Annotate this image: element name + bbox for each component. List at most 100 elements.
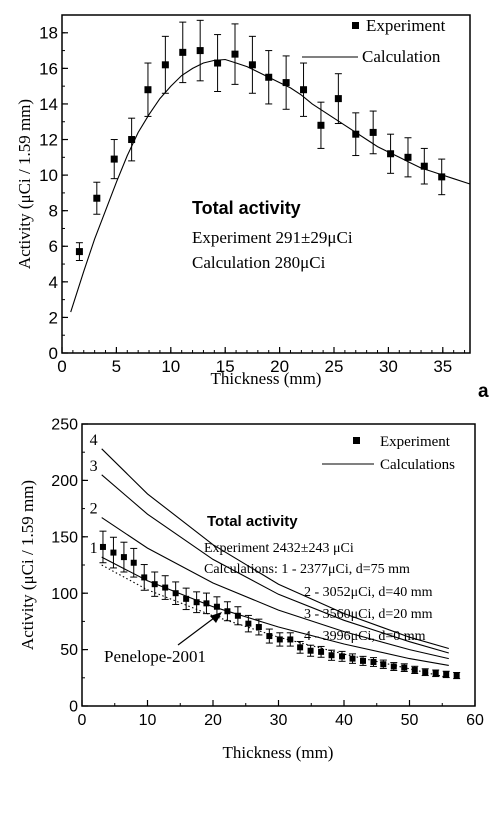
calculation-curve-a	[70, 58, 471, 313]
data-point	[162, 584, 169, 591]
y-axis-label-b: Activity (μCi / 1.59 mm)	[18, 480, 37, 650]
annotation-title-b: Total activity	[207, 513, 298, 530]
data-point	[282, 79, 290, 87]
data-point	[318, 648, 325, 655]
x-axis-label-a: Thickness (mm)	[211, 369, 322, 388]
y-tick-label: 6	[49, 237, 58, 256]
x-tick-label: 0	[57, 357, 66, 376]
y-tick-label: 12	[39, 130, 58, 149]
data-point	[203, 600, 210, 607]
y-tick-label: 0	[69, 699, 78, 716]
y-tick-label: 100	[51, 586, 78, 603]
x-axis-label-b: Thickness (mm)	[223, 743, 334, 762]
y-tick-label: 4	[49, 273, 58, 292]
series-line-calculation	[70, 58, 471, 313]
data-point	[307, 647, 314, 654]
data-point	[144, 86, 152, 94]
data-point	[93, 194, 101, 202]
curve-label: 2	[90, 501, 98, 518]
x-tick-label: 35	[433, 357, 452, 376]
y-tick-label: 150	[51, 529, 78, 546]
annotation-line2-b: Calculations: 1 - 2377μCi, d=75 mm	[204, 562, 410, 577]
curve-label: 4	[90, 432, 98, 449]
data-point	[287, 636, 294, 643]
data-point	[128, 136, 136, 144]
legend-experiment-label-a: Experiment	[366, 16, 446, 35]
y-tick-label: 18	[39, 24, 58, 43]
data-point	[75, 248, 83, 256]
x-tick-label: 20	[204, 712, 222, 729]
annotation-line5-b: 4 - 3996μCi, d=0 mm	[304, 629, 426, 644]
data-point	[438, 173, 446, 181]
y-tick-label: 50	[60, 642, 78, 659]
x-ticks-b: 0 10 20 30 40 50 60	[78, 700, 484, 729]
data-point	[387, 150, 395, 158]
annotation-line2-a: Calculation 280μCi	[192, 253, 326, 272]
x-tick-label: 20	[270, 357, 289, 376]
x-tick-label: 25	[325, 357, 344, 376]
data-point	[297, 644, 304, 651]
data-point	[411, 666, 418, 673]
data-point	[369, 128, 377, 136]
data-point	[141, 574, 148, 581]
data-point	[110, 549, 117, 556]
data-point	[432, 670, 439, 677]
y-tick-label: 8	[49, 202, 58, 221]
chart-panel-a: 0 5 10 15 20 25 30 35 0 2 4 6 8 10 12 14 16 18 Thickness…	[15, 14, 489, 402]
data-point	[172, 590, 179, 597]
data-point	[390, 663, 397, 670]
x-tick-label: 30	[379, 357, 398, 376]
data-point	[193, 599, 200, 606]
data-point	[401, 664, 408, 671]
x-tick-label: 50	[401, 712, 419, 729]
annotation-line1-a: Experiment 291±29μCi	[192, 228, 353, 247]
data-point	[352, 130, 360, 138]
data-point	[453, 672, 460, 679]
data-point	[422, 669, 429, 676]
data-point	[380, 661, 387, 668]
legend-experiment-label-b: Experiment	[380, 434, 451, 450]
chart-panel-b: 0 10 20 30 40 50 60 0 50 100 150 200 250 1 2 3 4 Thick…	[18, 417, 484, 762]
annotation-line3-b: 2 - 3052μCi, d=40 mm	[304, 585, 433, 600]
data-point	[110, 155, 118, 163]
data-point	[248, 61, 256, 69]
data-point	[370, 659, 377, 666]
data-point	[328, 652, 335, 659]
x-tick-label: 15	[216, 357, 235, 376]
y-tick-label: 16	[39, 59, 58, 78]
data-point	[317, 121, 325, 129]
data-point	[339, 653, 346, 660]
data-point	[245, 620, 252, 627]
x-ticks-a: 0 5 10 15 20 25 30 35	[57, 347, 466, 376]
y-tick-label: 0	[49, 344, 58, 363]
data-point	[349, 655, 356, 662]
series-line-2	[101, 517, 449, 660]
y-ticks-b: 0 50 100 150 200 250	[51, 417, 88, 716]
series-line-1	[101, 556, 449, 666]
data-point	[334, 95, 342, 103]
data-point	[276, 636, 283, 643]
data-point	[161, 61, 169, 69]
penelope-arrow-line	[177, 614, 219, 646]
panel-label-a: a	[478, 381, 489, 402]
data-point	[231, 50, 239, 58]
penelope-arrow-head	[210, 612, 222, 623]
legend-experiment-marker-b	[353, 437, 360, 444]
series-line-3	[101, 474, 449, 654]
curve-label: 3	[90, 458, 98, 475]
y-tick-label: 10	[39, 166, 58, 185]
data-point	[183, 595, 190, 602]
data-point	[420, 162, 428, 170]
legend-calculation-label-a: Calculation	[362, 47, 441, 66]
legend-calculation-label-b: Calculations	[380, 457, 455, 473]
y-tick-label: 250	[51, 417, 78, 434]
data-point	[404, 153, 412, 161]
data-point	[179, 48, 187, 56]
curve-labels-b: 1 2 3 4	[90, 432, 98, 557]
legend-experiment-marker-a	[352, 22, 359, 29]
data-point	[443, 671, 450, 678]
experiment-points-b	[99, 530, 461, 680]
data-point	[120, 554, 127, 561]
data-point	[99, 543, 106, 550]
